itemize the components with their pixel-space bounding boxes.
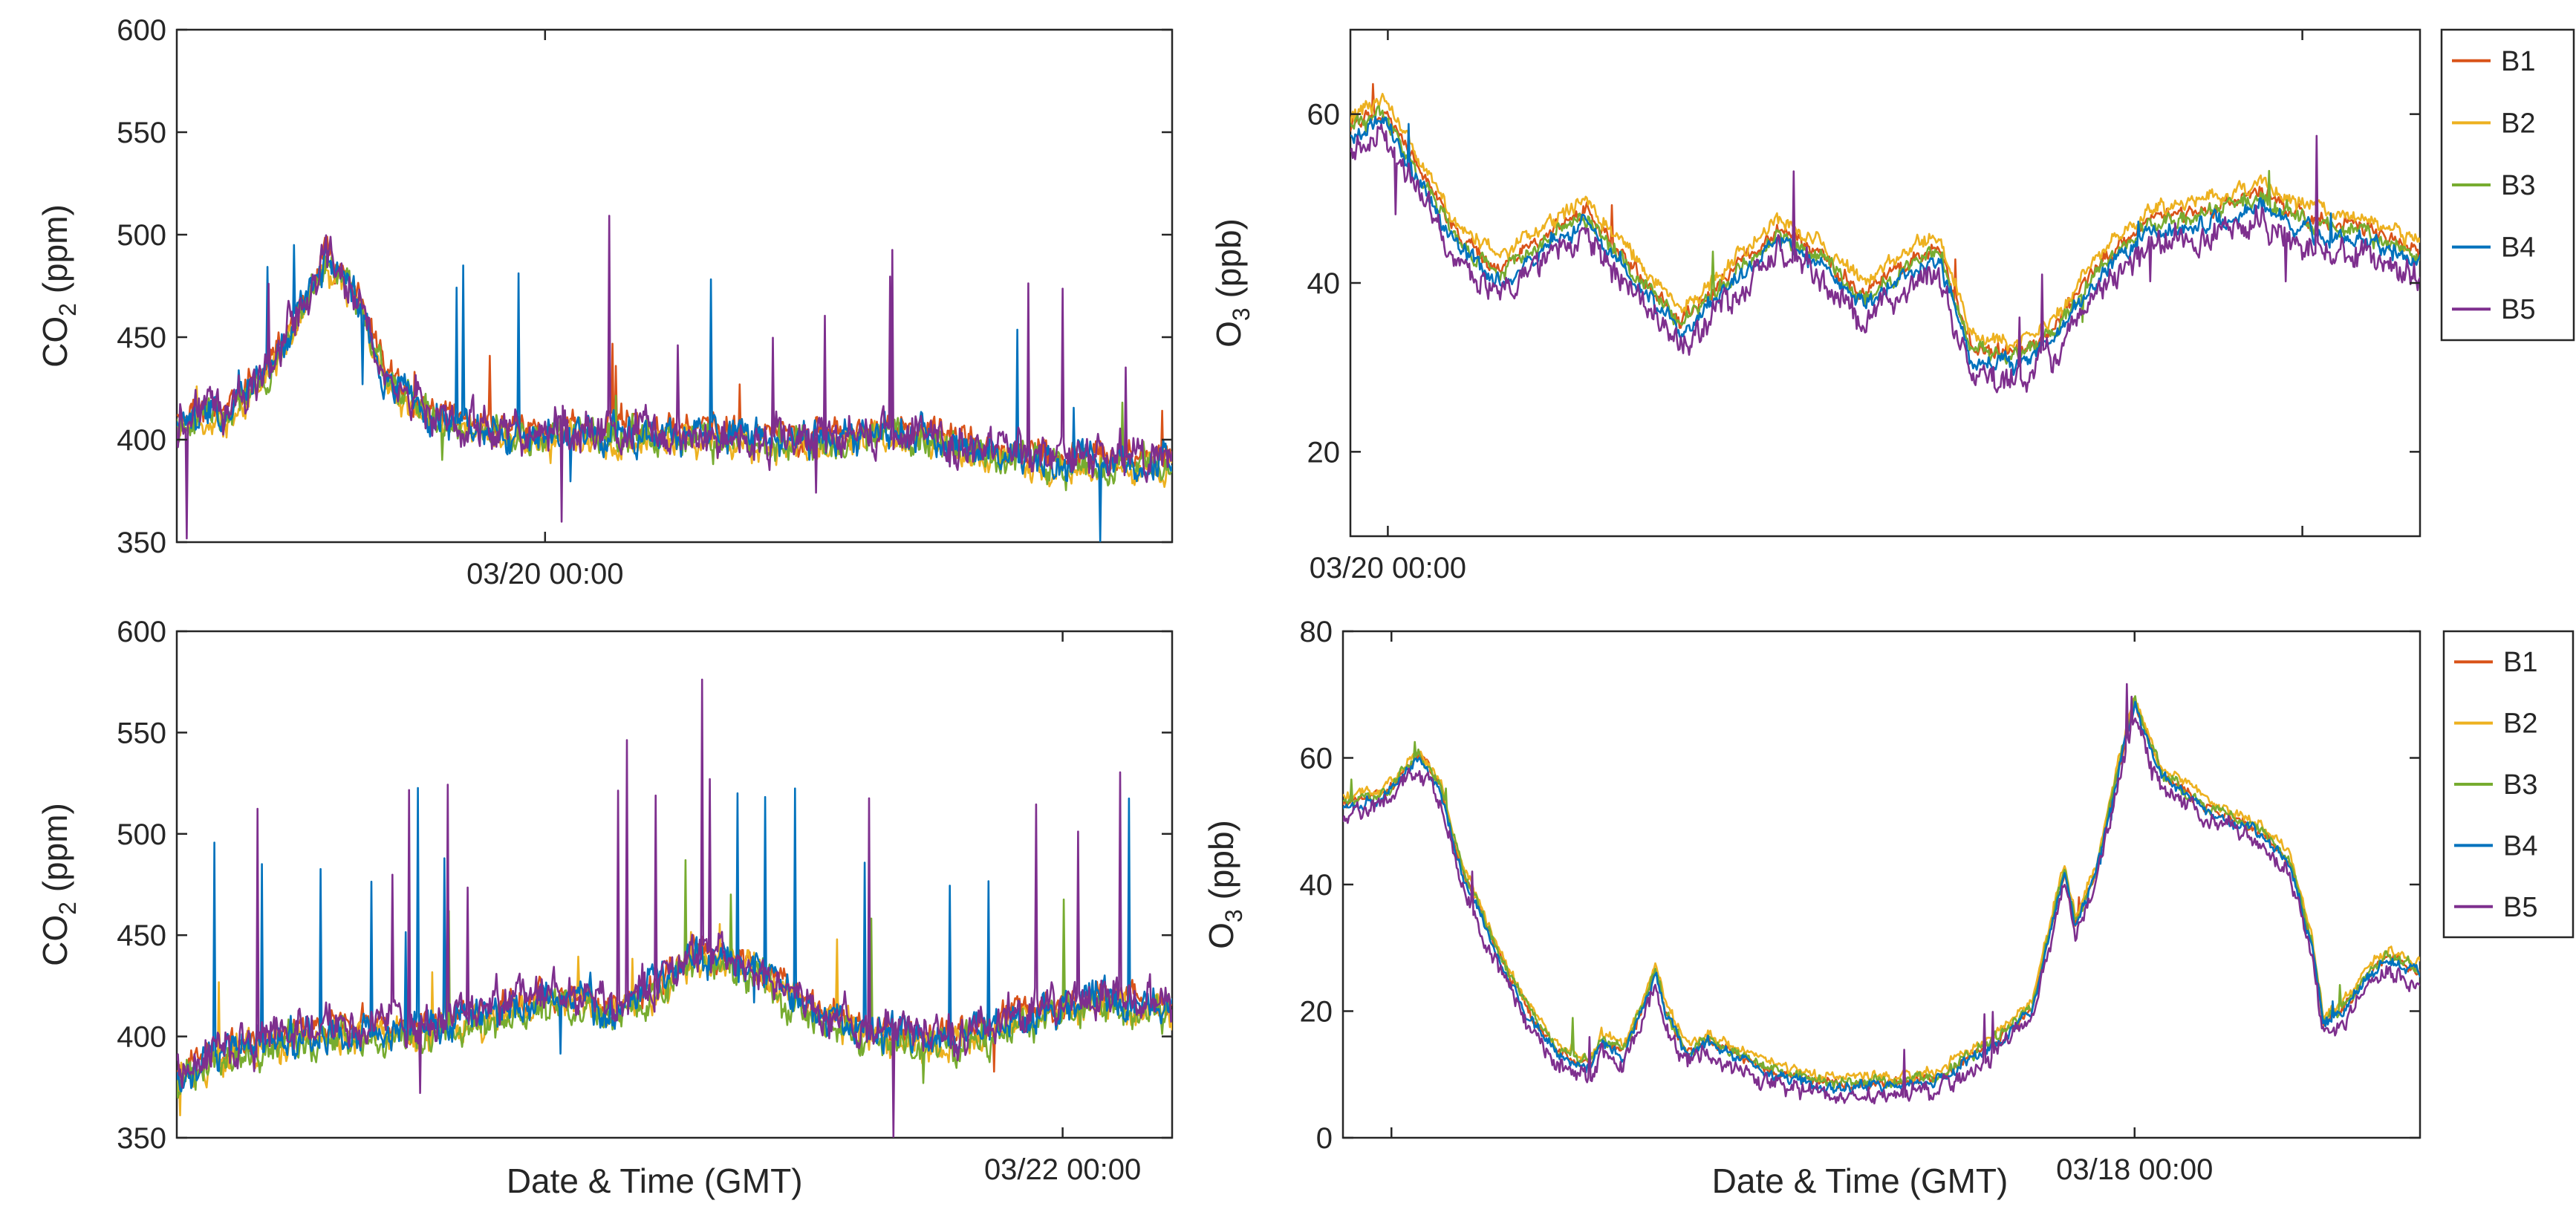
plot-area xyxy=(1341,630,2421,1139)
series-line-b5 xyxy=(1350,123,2420,394)
plot-area xyxy=(175,630,1174,1139)
series-group xyxy=(177,215,1172,542)
x-tick-label: 03/20 00:00 xyxy=(1310,552,1466,584)
y-tick-label: 60 xyxy=(1307,99,1341,131)
o3-bottom-chart: 0 20 40 60 80 03/18 00:00 O3 (ppb) Date & Time … xyxy=(1202,616,2575,1200)
y-tick-label: 550 xyxy=(117,717,166,749)
y-tick-label: 600 xyxy=(117,616,166,648)
series-line-b2 xyxy=(1350,93,2420,352)
y-tick-label: 450 xyxy=(117,322,166,354)
x-axis-label: Date & Time (GMT) xyxy=(1712,1162,2009,1200)
legend-label-b1: B1 xyxy=(2503,647,2537,678)
series-line-b3 xyxy=(1350,105,2420,365)
x-tick-label: 03/22 00:00 xyxy=(984,1153,1141,1186)
y-tick-label: 60 xyxy=(1300,743,1333,775)
series-line-b3 xyxy=(1343,695,2420,1089)
y-tick-label: 500 xyxy=(117,219,166,252)
series-line-b5 xyxy=(177,678,1172,1138)
y-tick-label: 600 xyxy=(117,14,166,47)
y-tick-label: 0 xyxy=(1316,1122,1333,1155)
legend-label-b2: B2 xyxy=(2501,108,2535,139)
y-tick-label: 400 xyxy=(117,424,166,457)
y-tick-label: 80 xyxy=(1300,616,1333,648)
series-group xyxy=(177,678,1172,1138)
legend: B1 B2 B3 B4 B5 xyxy=(2442,630,2575,939)
legend-label-b5: B5 xyxy=(2503,892,2537,923)
legend-label-b1: B1 xyxy=(2501,46,2535,77)
x-axis-label: Date & Time (GMT) xyxy=(507,1162,803,1200)
legend-label-b3: B3 xyxy=(2503,769,2537,801)
series-line-b4 xyxy=(1343,700,2420,1095)
y-tick-label: 20 xyxy=(1307,436,1341,469)
y-tick-label: 20 xyxy=(1300,996,1333,1029)
y-axis-label: CO2 (ppm) xyxy=(36,803,81,966)
y-tick-label: 350 xyxy=(117,1122,166,1155)
y-tick-label: 400 xyxy=(117,1021,166,1054)
legend-label-b4: B4 xyxy=(2501,232,2535,264)
co2-bottom-chart: 350 400 450 500 550 600 03/22 00:00 CO2 (ppm) Da… xyxy=(36,616,1174,1200)
y-tick-label: 40 xyxy=(1300,869,1333,902)
y-axis-label: O3 (ppb) xyxy=(1202,820,1247,949)
x-tick-label: 03/18 00:00 xyxy=(2056,1153,2213,1186)
series-group xyxy=(1343,683,2420,1105)
legend-label-b4: B4 xyxy=(2503,830,2537,861)
y-axis-label: O3 (ppb) xyxy=(1209,218,1255,348)
x-tick-label: 03/20 00:00 xyxy=(466,558,623,590)
legend-label-b5: B5 xyxy=(2501,294,2535,325)
y-tick-label: 550 xyxy=(117,117,166,149)
y-tick-label: 450 xyxy=(117,919,166,952)
o3-top-chart: 20 40 60 03/20 00:00 O3 (ppb) B1 B2 B3 B4 B5 xyxy=(1209,28,2575,584)
co2-top-chart: 350 400 450 500 550 600 03/20 00:00 CO2 (ppm) xyxy=(36,14,1174,590)
series-line-b5 xyxy=(1343,683,2420,1105)
legend-label-b3: B3 xyxy=(2501,170,2535,201)
legend: B1 B2 B3 B4 B5 xyxy=(2440,28,2575,342)
series-line-b5 xyxy=(177,215,1172,540)
series-group xyxy=(1350,82,2420,394)
y-tick-label: 350 xyxy=(117,527,166,559)
y-axis-label: CO2 (ppm) xyxy=(36,204,81,368)
legend-label-b2: B2 xyxy=(2503,709,2537,740)
series-line-b1 xyxy=(1350,82,2420,359)
y-tick-label: 40 xyxy=(1307,267,1341,300)
y-tick-label: 500 xyxy=(117,818,166,851)
